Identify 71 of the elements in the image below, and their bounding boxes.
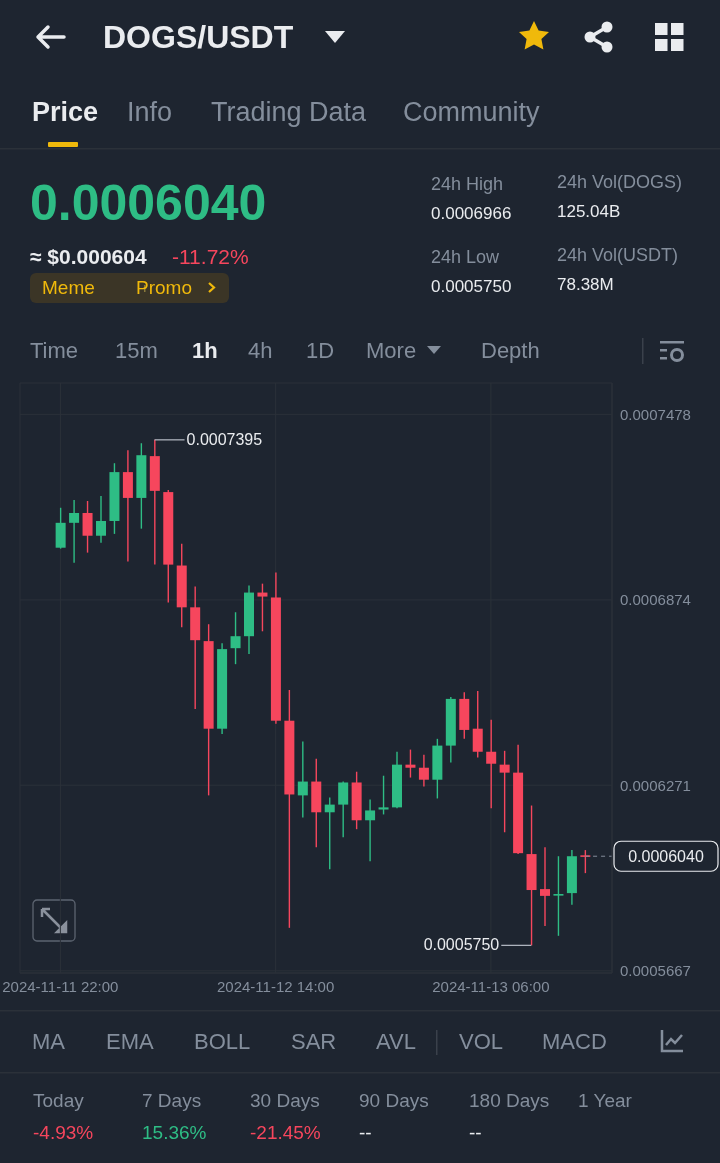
text: ≈ $0.000604: [30, 244, 147, 270]
candlestick: [499, 750, 510, 833]
text: 1h: [192, 337, 218, 365]
candlestick: [540, 846, 550, 927]
text: 0.0005750: [431, 276, 512, 298]
text: Time: [30, 337, 79, 365]
text: Today: [33, 1089, 84, 1113]
text: BOLL: [194, 1028, 251, 1056]
y-tick-label: 0.0006271: [620, 776, 691, 794]
candlestick: [230, 611, 241, 665]
text: 125.04B: [557, 201, 621, 223]
candlestick: [297, 740, 308, 819]
text: 78.38M: [557, 274, 614, 296]
text: Promo: [136, 276, 192, 300]
text: 4h: [248, 337, 273, 365]
y-tick-label: 0.0005667: [620, 962, 691, 980]
text: VOL: [459, 1028, 504, 1056]
text: --: [469, 1121, 482, 1145]
text: 30 Days: [250, 1089, 320, 1113]
annotation: 0.0005750: [423, 936, 500, 954]
text: AVL: [376, 1028, 416, 1056]
candlestick: [257, 582, 268, 632]
text: 15.36%: [142, 1121, 207, 1145]
text: 90 Days: [359, 1089, 429, 1113]
text: Meme: [42, 276, 95, 300]
text: More: [366, 337, 417, 365]
x-tick-label: 2024-11-11 22:00: [2, 977, 119, 995]
text: 24h Vol(USDT): [557, 245, 679, 267]
candlestick: [82, 500, 93, 554]
candlestick: [338, 780, 349, 838]
text: Info: [127, 95, 173, 129]
text: Trading Data: [211, 95, 367, 129]
text: Community: [403, 95, 540, 129]
text: 15m: [115, 337, 158, 365]
candlestick: [365, 798, 376, 862]
candlestick: [472, 690, 483, 759]
candlestick: [378, 775, 389, 816]
text: -11.72%: [172, 244, 249, 270]
candlestick: [405, 748, 416, 779]
text: -4.93%: [33, 1121, 94, 1145]
candlestick: [580, 849, 591, 874]
candlestick: [96, 495, 106, 544]
text: SAR: [291, 1028, 337, 1056]
text: 1D: [306, 337, 335, 365]
text: EMA: [106, 1028, 154, 1056]
text: 24h Vol(DOGS): [557, 172, 683, 194]
text: MACD: [542, 1028, 607, 1056]
candlestick: [324, 796, 335, 870]
text: 7 Days: [142, 1089, 202, 1113]
candlestick: [69, 499, 80, 564]
text: Depth: [481, 337, 540, 365]
y-tick-label: 0.0006874: [620, 591, 691, 609]
text: 24h High: [431, 174, 504, 196]
text: 0.0006966: [431, 203, 512, 225]
text: -21.45%: [250, 1121, 321, 1145]
text: Price: [32, 95, 99, 129]
annotation: 0.0007395: [186, 430, 263, 448]
text: 180 Days: [469, 1089, 550, 1113]
text: 0.0006040: [30, 174, 267, 233]
candlestick: [486, 719, 497, 809]
ref-line-label: 0.0006040: [628, 848, 704, 866]
x-tick-label: 2024-11-12 14:00: [216, 977, 335, 995]
text: 1 Year: [578, 1089, 632, 1113]
text: --: [359, 1121, 372, 1145]
chart-title: DOGS/USDT: [103, 18, 294, 56]
y-tick-label: 0.0007478: [620, 405, 691, 423]
candlestick: [553, 855, 564, 937]
x-tick-label: 2024-11-13 06:00: [432, 977, 550, 995]
text: 24h Low: [431, 247, 500, 269]
candlestick: [418, 754, 429, 788]
text: MA: [32, 1028, 65, 1056]
